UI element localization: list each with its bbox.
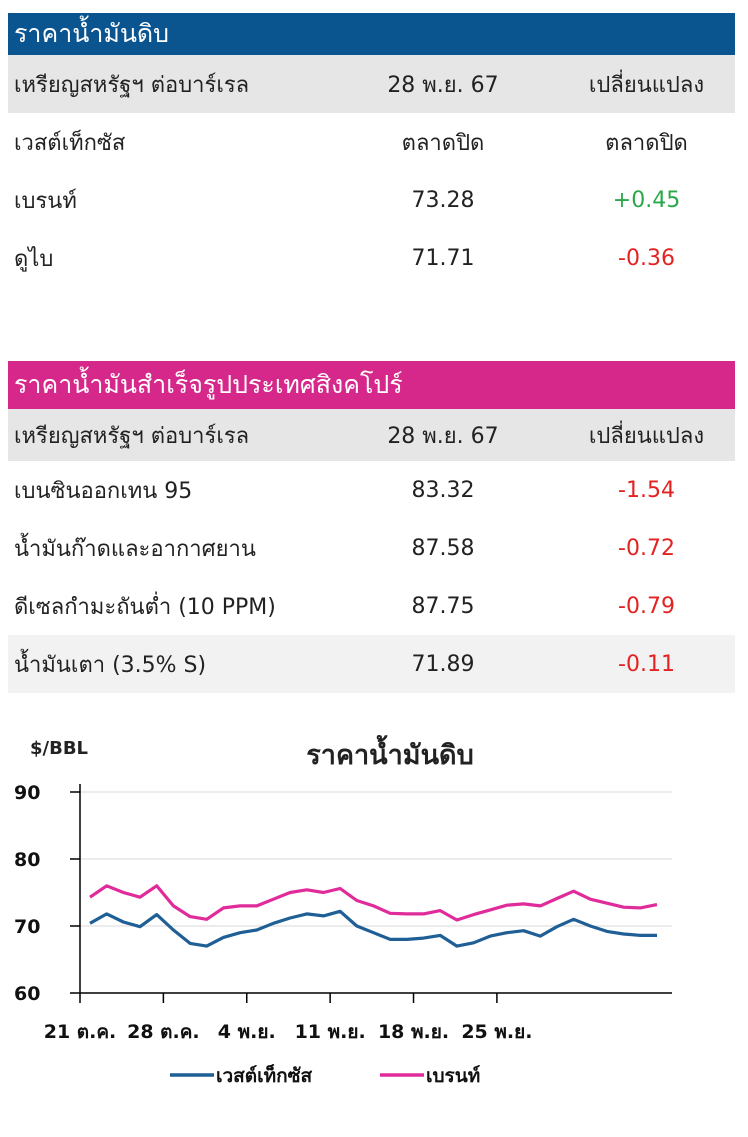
header-date: 28 พ.ย. 67 xyxy=(387,72,499,98)
y-tick-label: 80 xyxy=(14,849,40,871)
row-value: 87.58 xyxy=(411,535,475,561)
header-change: เปลี่ยนแปลง xyxy=(588,423,705,449)
table-row: เบนซินออกเทน 95 83.32 -1.54 xyxy=(8,461,735,519)
x-tick-label: 28 ต.ค. xyxy=(127,1021,200,1043)
chart-title: ราคาน้ำมันดิบ xyxy=(306,734,473,771)
series-line-2 xyxy=(89,884,658,922)
legend-label: เวสต์เท็กซัส xyxy=(216,1063,313,1087)
row-name: เบนซินออกเทน 95 xyxy=(14,478,193,504)
row-value: 71.71 xyxy=(411,245,475,271)
y-axis-label: $/BBL xyxy=(30,738,88,759)
header-date: 28 พ.ย. 67 xyxy=(387,423,499,449)
series-line-1 xyxy=(89,909,657,948)
row-change: -0.11 xyxy=(618,651,675,677)
row-change: +0.45 xyxy=(612,187,681,213)
x-tick-label: 25 พ.ย. xyxy=(461,1021,532,1043)
x-tick-label: 18 พ.ย. xyxy=(378,1021,449,1043)
crude-header-row: เหรียญสหรัฐฯ ต่อบาร์เรล 28 พ.ย. 67 เปลี่… xyxy=(8,55,735,113)
legend-label: เบรนท์ xyxy=(426,1065,480,1087)
y-tick-label: 70 xyxy=(14,916,40,938)
table-row: น้ำมันเตา (3.5% S) 71.89 -0.11 xyxy=(8,635,735,693)
crude-title-bar: ราคาน้ำมันดิบ xyxy=(8,13,735,55)
row-name: ดีเซลกำมะถันต่ำ (10 PPM) xyxy=(14,594,276,620)
row-change: ตลาดปิด xyxy=(605,130,688,156)
row-change: -1.54 xyxy=(618,477,675,503)
row-name: เวสต์เท็กซัส xyxy=(14,130,126,156)
row-value: 83.32 xyxy=(411,477,475,503)
row-value: 71.89 xyxy=(411,651,475,677)
singapore-header-row: เหรียญสหรัฐฯ ต่อบาร์เรล 28 พ.ย. 67 เปลี่… xyxy=(8,409,735,461)
row-name: เบรนท์ xyxy=(14,188,77,214)
row-value: ตลาดปิด xyxy=(401,130,485,156)
row-value: 73.28 xyxy=(411,187,475,213)
y-tick-label: 90 xyxy=(14,782,40,804)
x-tick-label: 4 พ.ย. xyxy=(218,1021,276,1043)
row-change: -0.36 xyxy=(618,245,675,271)
row-change: -0.79 xyxy=(618,593,675,619)
table-row: ดีเซลกำมะถันต่ำ (10 PPM) 87.75 -0.79 xyxy=(8,577,735,635)
row-name: น้ำมันก๊าดและอากาศยาน xyxy=(14,536,256,562)
row-change: -0.72 xyxy=(618,535,675,561)
singapore-table: ราคาน้ำมันสำเร็จรูปประเทศสิงคโปร์ เหรียญ… xyxy=(8,361,735,693)
x-tick-label: 21 ต.ค. xyxy=(44,1021,117,1043)
y-tick-label: 60 xyxy=(14,983,40,1005)
row-value: 87.75 xyxy=(411,593,475,619)
row-name: น้ำมันเตา (3.5% S) xyxy=(14,652,207,678)
chart-svg: $/BBL ราคาน้ำมันดิบ 60 70 80 90 21 ต.ค. 28 ต.ค.… xyxy=(14,734,672,1087)
header-change: เปลี่ยนแปลง xyxy=(588,72,705,98)
header-unit: เหรียญสหรัฐฯ ต่อบาร์เรล xyxy=(14,423,250,449)
header-unit: เหรียญสหรัฐฯ ต่อบาร์เรล xyxy=(14,72,250,98)
table-row: เวสต์เท็กซัส ตลาดปิด ตลาดปิด xyxy=(8,113,735,171)
x-tick-label: 11 พ.ย. xyxy=(295,1021,366,1043)
table-row: เบรนท์ 73.28 +0.45 xyxy=(8,171,735,229)
singapore-title-bar: ราคาน้ำมันสำเร็จรูปประเทศสิงคโปร์ xyxy=(8,361,735,409)
table-row: น้ำมันก๊าดและอากาศยาน 87.58 -0.72 xyxy=(8,519,735,577)
table-row: ดูไบ 71.71 -0.36 xyxy=(8,229,735,287)
row-name: ดูไบ xyxy=(14,246,54,272)
crude-table: ราคาน้ำมันดิบ เหรียญสหรัฐฯ ต่อบาร์เรล 28… xyxy=(8,13,735,287)
crude-price-chart: $/BBL ราคาน้ำมันดิบ 60 70 80 90 21 ต.ค. 28 ต.ค.… xyxy=(0,712,748,1137)
